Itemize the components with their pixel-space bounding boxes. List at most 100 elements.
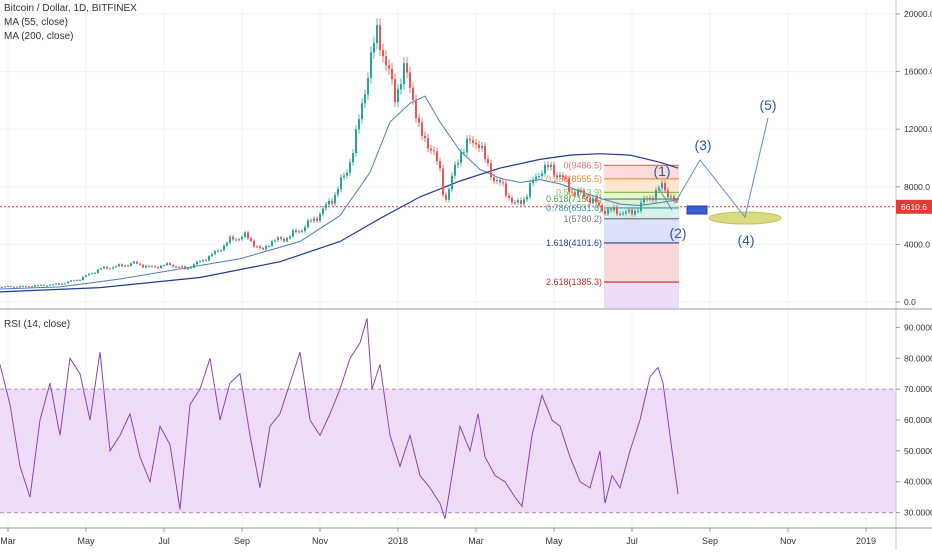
candle-body [571,191,573,193]
ma55-label[interactable]: MA (55, close) [4,17,68,28]
rsi-line [0,318,679,519]
candle-body [469,138,471,141]
candle-body [394,79,396,103]
candle-body [646,198,648,200]
candle-body [67,281,69,284]
candle-body [388,65,390,69]
candle-body [604,210,606,214]
wave-label: (3) [694,137,711,153]
candle-body [265,246,267,250]
rsi-band [0,388,896,514]
fib-level-label: 1(5780.2) [563,214,602,224]
candle-body [475,142,477,145]
candle-body [340,177,342,190]
candle-body [334,194,336,204]
rsi-tick-label: 70.0000 [904,384,932,394]
candle-body [61,283,63,285]
symbol-title[interactable]: Bitcoin / Dollar, 1D, BITFINEX [4,3,137,14]
candle-body [649,197,651,200]
candle-body [196,261,198,265]
candle-body [499,179,501,183]
candle-body [505,183,507,196]
candle-body [577,190,579,196]
candle-body [277,237,279,241]
candle-body [544,164,546,174]
candle-body [133,261,135,264]
candle-body [424,135,426,139]
candle-body [634,211,636,215]
candle-body [403,63,405,85]
demand-box [686,205,708,215]
candle-body [592,198,594,204]
candle-body [433,150,435,152]
candle-body [295,230,297,233]
elliott-wave-annotations[interactable]: (1) (2) (3) (4) (5) [653,97,782,248]
wave-projection-line [674,117,769,219]
candle-body [88,273,90,276]
candle-body [286,238,288,242]
rsi-label[interactable]: RSI (14, close) [4,319,71,330]
candle-body [538,176,540,178]
candle-body [430,148,432,151]
candle-body [274,240,276,242]
fib-level-label: 1.618(4101.6) [546,238,602,248]
candle-body [409,72,411,88]
candle-body [607,209,609,214]
candle-body [601,205,603,211]
ma200-label[interactable]: MA (200, close) [4,31,74,42]
candle-body [148,265,150,267]
wave-12-line [657,186,673,211]
fib-zone [604,178,679,193]
candle-body [319,214,321,221]
candle-body [355,129,357,154]
candle-body [178,266,180,268]
candle-body [598,202,600,206]
candle-body [283,239,285,242]
candle-body [439,161,441,169]
candle-body [352,153,354,163]
candle-body [37,285,39,287]
candle-body [550,164,552,167]
candle-body [175,266,177,268]
candle-body [271,241,273,246]
time-tick-label: May [545,536,563,546]
candle-body [217,250,219,252]
fib-zone [604,218,679,243]
candle-body [493,177,495,182]
rsi-tick-label: 30.0000 [904,508,932,518]
wave-label: (4) [737,232,754,248]
candle-body [292,230,294,237]
candle-body [337,189,339,195]
candle-body [85,275,87,277]
candle-body [82,276,84,281]
candle-body [397,89,399,103]
candle-body [367,78,369,95]
fib-level-label: 0.618(7150.4) [546,194,602,204]
candle-body [661,182,663,189]
candle-body [97,269,99,273]
candle-body [625,211,627,214]
rsi-tick-label: 40.0000 [904,477,932,487]
candle-body [574,192,576,196]
candle-body [250,238,252,241]
candle-body [580,190,582,192]
candle-body [253,240,255,247]
candle-body [208,256,210,261]
fib-retracement[interactable]: 0(9486.5)0.236(8555.5)0.5(7613.9)0.618(7… [546,160,679,308]
candle-body [13,286,15,288]
candle-body [472,140,474,143]
candle-body [652,197,654,201]
candle-body [280,237,282,240]
candle-body [244,232,246,237]
candle-body [289,236,291,239]
candle-body [442,168,444,195]
time-tick-label: Nov [780,536,797,546]
candle-body [256,246,258,248]
rsi-tick-label: 80.0000 [904,353,932,363]
candle-body [562,175,564,178]
candle-body [49,284,51,286]
price-tick-label: 20000.0 [904,9,932,19]
candle-body [139,263,141,265]
